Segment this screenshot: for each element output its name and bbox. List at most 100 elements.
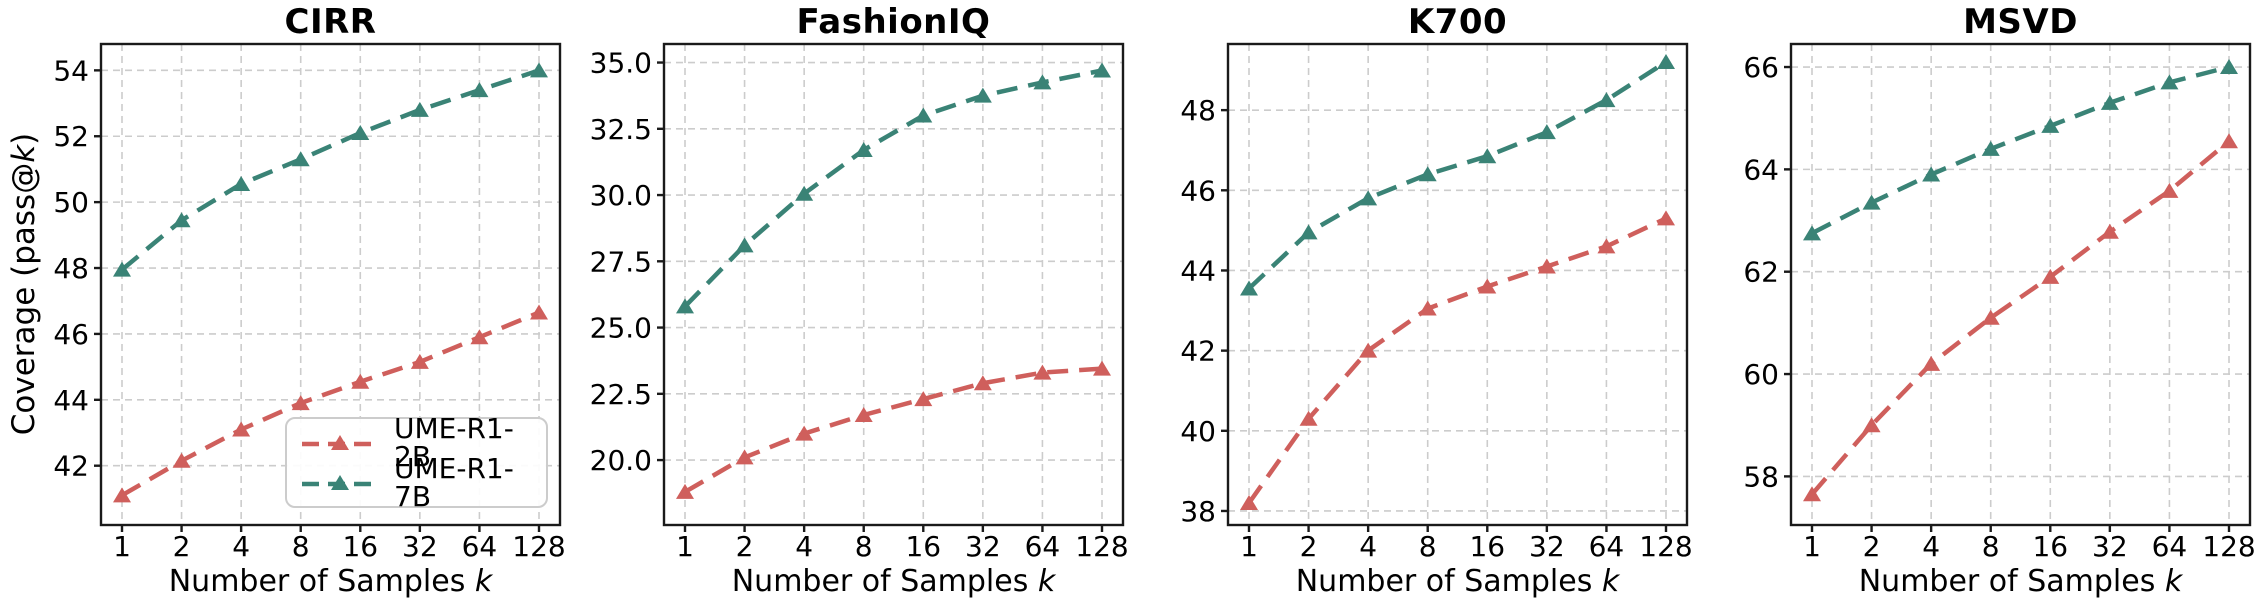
x-tick-label: 1	[676, 530, 694, 563]
triangle-marker-ume-r1-7b	[1597, 92, 1616, 108]
triangle-marker-ume-r1-7b	[351, 124, 370, 140]
y-tick-label: 44	[53, 384, 89, 417]
series-line-ume-r1-2b	[1247, 216, 1667, 505]
triangle-marker-ume-r1-2b	[973, 375, 992, 391]
y-tick-label: 64	[1743, 153, 1779, 186]
x-tick-label: 128	[2202, 530, 2255, 563]
x-axis-label: Number of Samples k	[101, 564, 560, 599]
triangle-marker-ume-r1-7b	[1418, 166, 1437, 182]
chart-title-cirr: CIRR	[284, 2, 377, 42]
y-tick-label: 48	[1180, 94, 1216, 127]
triangle-marker-ume-r1-2b	[470, 329, 489, 345]
triangle-marker-ume-r1-2b	[530, 304, 548, 320]
triangle-marker-ume-r1-7b	[2160, 74, 2179, 90]
plot-border	[99, 42, 562, 527]
triangle-marker-ume-r1-2b	[1093, 360, 1111, 376]
y-tick-label: 32.5	[590, 113, 652, 146]
triangle-marker-ume-r1-7b	[470, 82, 489, 98]
triangle-marker-ume-r1-7b	[530, 62, 548, 78]
triangle-marker-ume-r1-7b	[914, 107, 933, 123]
y-tick-label: 54	[53, 54, 89, 87]
triangle-marker-ume-r1-7b	[113, 261, 131, 277]
x-tick-label: 16	[2032, 530, 2068, 563]
triangle-marker-ume-r1-7b	[1033, 74, 1052, 90]
triangle-marker-ume-r1-2b	[1537, 258, 1556, 274]
triangle-marker-ume-r1-7b	[973, 87, 992, 103]
y-tick-label: 40	[1180, 415, 1216, 448]
triangle-marker-ume-r1-7b	[795, 185, 814, 201]
x-tick-label: 8	[1982, 530, 2000, 563]
triangle-marker-ume-r1-7b	[1803, 225, 1821, 241]
triangle-marker-ume-r1-2b	[351, 373, 370, 389]
x-tick-label: 2	[173, 530, 191, 563]
y-tick-label: 42	[53, 450, 89, 483]
legend-label: UME-R1-2B	[394, 411, 514, 473]
series-line-ume-r1-7b	[120, 68, 540, 272]
y-tick-label: 25.0	[590, 312, 652, 345]
chart-title-msvd: MSVD	[1963, 2, 2078, 42]
y-tick-label: 20.0	[590, 444, 652, 477]
triangle-marker-ume-r1-2b	[291, 395, 310, 411]
triangle-marker-ume-r1-2b	[1981, 309, 2000, 325]
series-line-ume-r1-2b	[120, 310, 540, 498]
chart-title-k700: K700	[1407, 2, 1508, 42]
triangle-marker-ume-r1-2b	[854, 407, 873, 423]
x-tick-label: 32	[965, 530, 1001, 563]
triangle-marker-ume-r1-2b	[676, 483, 694, 499]
x-axis-label-text: Number of Samples	[1858, 564, 2165, 599]
x-tick-label: 1	[113, 530, 131, 563]
series-line-ume-r1-2b	[1810, 139, 2231, 496]
triangle-marker-ume-r1-2b	[410, 353, 429, 369]
x-tick-label: 128	[1075, 530, 1128, 563]
x-tick-label: 64	[2152, 530, 2188, 563]
dashed-triangle-line-icon	[302, 434, 378, 450]
series-line-ume-r1-2b	[683, 366, 1103, 494]
x-tick-label: 2	[1300, 530, 1318, 563]
x-tick-label: 16	[342, 530, 378, 563]
x-axis-label-k-italic: k	[1037, 564, 1056, 599]
triangle-marker-ume-r1-2b	[1803, 486, 1821, 502]
x-tick-label: 2	[736, 530, 754, 563]
legend-entry-ume-r1-7b: UME-R1-7B	[300, 454, 546, 510]
triangle-marker-ume-r1-2b	[1478, 278, 1497, 294]
legend: UME-R1-2B UME-R1-7B	[285, 411, 548, 510]
x-tick-label: 16	[1469, 530, 1505, 563]
x-axis-label-k-italic: k	[2164, 564, 2183, 599]
chart-fashioniq: 1 2 4 8 16 32 64 128 20.0 22.5 25.0 27.5 30.0 32.5 35.…	[590, 42, 1129, 563]
legend-label: UME-R1-7B	[394, 451, 514, 513]
triangle-marker-ume-r1-7b	[1981, 140, 2000, 156]
triangle-marker-ume-r1-7b	[1862, 194, 1881, 210]
triangle-marker-ume-r1-7b	[854, 142, 873, 158]
y-tick-label: 35.0	[590, 47, 652, 80]
triangle-marker-ume-r1-2b	[1240, 494, 1258, 510]
x-tick-label: 1	[1240, 530, 1258, 563]
x-tick-label: 2	[1863, 530, 1881, 563]
plot-border	[1226, 42, 1689, 527]
x-tick-label: 1	[1803, 530, 1821, 563]
y-tick-label: 66	[1743, 51, 1779, 84]
triangle-marker-ume-r1-2b	[2160, 182, 2179, 198]
triangle-marker-ume-r1-7b	[1359, 190, 1378, 206]
x-tick-label: 64	[462, 530, 498, 563]
triangle-marker-ume-r1-7b	[1093, 62, 1111, 78]
x-axis-label: Number of Samples k	[664, 564, 1123, 599]
y-tick-label: 46	[53, 318, 89, 351]
x-tick-label: 8	[855, 530, 873, 563]
triangle-marker-ume-r1-7b	[676, 298, 694, 314]
x-tick-label: 4	[795, 530, 813, 563]
triangle-marker-ume-r1-2b	[1597, 238, 1616, 254]
triangle-marker-ume-r1-2b	[172, 452, 191, 468]
x-axis-label-text: Number of Samples	[168, 564, 475, 599]
x-axis-label-text: Number of Samples	[1295, 564, 1602, 599]
chart-msvd: 1 2 4 8 16 32 64 128 58 60 62 64 66	[1743, 42, 2256, 563]
triangle-marker-ume-r1-7b	[2100, 94, 2119, 110]
y-tick-label: 44	[1180, 254, 1216, 287]
triangle-marker-ume-r1-7b	[1657, 54, 1675, 70]
triangle-marker-ume-r1-7b	[232, 176, 251, 192]
plot-border	[1789, 42, 2252, 527]
triangle-marker-ume-r1-7b	[1922, 166, 1941, 182]
x-tick-label: 16	[905, 530, 941, 563]
triangle-marker-ume-r1-2b	[1657, 210, 1675, 226]
x-tick-label: 8	[292, 530, 310, 563]
